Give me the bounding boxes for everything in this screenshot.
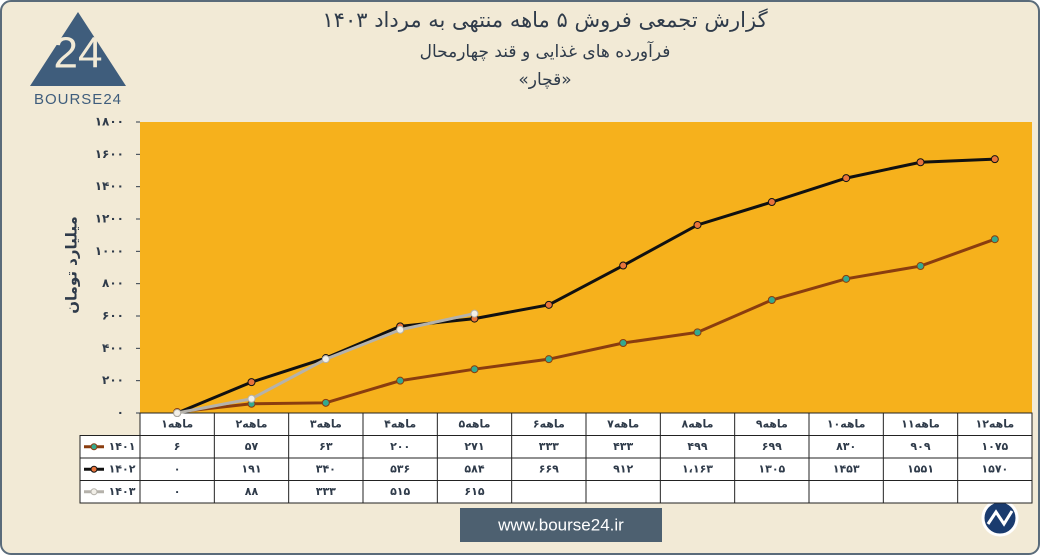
point [693,220,702,229]
point [767,198,776,207]
point [767,295,776,304]
y-tick-label: ۰ [117,406,124,420]
table-value: ۹۰۹ [910,440,930,453]
table-value: ۴۳۳ [613,440,633,453]
point [173,409,182,417]
point [842,274,851,283]
table-value: ۵۸۴ [464,462,484,475]
point [396,376,405,385]
annotation: «قچار» [518,70,571,90]
x-tick-label: ۴ماهه [384,417,416,430]
y-tick-label: ۱۸۰۰ [95,115,124,129]
x-tick-label: ۱۱ماهه [901,417,940,430]
y-tick-label: ۱۴۰۰ [95,179,124,193]
legend-marker [90,465,98,473]
table-value: ۱،۱۶۳ [682,462,713,475]
series-line [176,157,995,415]
point [544,300,553,309]
y-tick-label: ۴۰۰ [102,341,124,355]
point [619,338,628,347]
table-value: ۶۶۹ [539,462,559,475]
x-tick-label: ۶ماهه [533,417,565,430]
point [544,355,553,364]
table-value: ۱۹۱ [241,462,261,475]
point [247,378,256,387]
legend-label: ۱۴۰۲ [109,462,136,475]
table-value: ۱۴۵۳ [833,462,860,475]
x-tick-label: ۱۲ماهه [975,417,1014,430]
table-value: ۲۷۱ [464,440,484,453]
table-value: ۶۹۹ [762,440,782,453]
x-tick-label: ۲ماهه [236,417,268,430]
table-value: ۰ [174,462,181,475]
table-value: ۳۳۳ [316,485,336,498]
icon-line [986,509,1014,527]
point [321,398,330,407]
legend-marker [90,488,98,496]
point [693,328,702,337]
point [619,261,628,270]
table-value: ۵۳۶ [390,462,410,475]
footer-box [460,508,662,542]
table-value: ۱۵۵۱ [907,462,934,475]
legend-label: ۱۴۰۱ [109,440,136,453]
legend-label: ۱۴۰۳ [109,485,136,498]
series-line [177,237,996,414]
table-value: ۶۳ [319,440,333,453]
x-tick-label: ۳ماهه [310,417,342,430]
chart-subtitle: فرآورده های غذایی و قند چهارمحال [420,40,671,62]
table-value: ۱۰۷۵ [981,440,1008,453]
y-tick-label: ۶۰۰ [102,309,124,323]
x-tick-label: ۱ماهه [161,417,193,430]
x-tick-label: ۷ماهه [607,417,639,430]
table-value: ۱۳۰۵ [758,462,785,475]
y-tick-label: ۱۰۰۰ [95,244,124,258]
point [396,325,405,334]
y-tick-label: ۲۰۰ [102,373,124,387]
point [990,155,999,164]
point [470,309,479,318]
table-value: ۹۱۲ [613,462,633,475]
chart-title: گزارش تجمعی فروش ۵ ماهه منتهی به مرداد ۱… [322,8,767,32]
x-tick-label: ۸ماهه [682,417,714,430]
table-value: ۴۹۹ [687,440,707,453]
table-value: ۰ [174,485,181,498]
y-tick-label: ۱۶۰۰ [95,147,124,161]
logo-text: BOURSE24 [34,91,122,108]
table-value: ۸۸ [245,485,259,498]
point [247,394,256,403]
point [916,262,925,271]
table-value: ۳۴۰ [316,462,336,475]
x-tick-label: ۵ماهه [459,417,491,430]
point [470,365,479,374]
point [990,235,999,244]
point [321,355,330,364]
footer: www.bourse24.ir [497,515,624,534]
y-tick-label: ۸۰۰ [102,276,124,290]
table-value: ۵۷ [245,440,259,453]
table-value: ۶۱۵ [464,485,484,498]
x-tick-label: ۱۰ماهه [827,417,866,430]
table-value: ۶ [174,440,181,453]
y-axis-label: میلیارد تومان [63,216,81,314]
legend-marker [90,443,98,451]
y-tick-label: ۱۲۰۰ [95,212,124,226]
point [842,174,851,183]
x-tick-label: ۹ماهه [756,417,788,430]
table-value: ۳۳۳ [539,440,559,453]
logo-number: 24 [54,29,103,78]
table-value: ۸۳۰ [836,440,856,453]
logo-shape [30,12,126,86]
table-value: ۵۱۵ [390,485,410,498]
table-value: ۱۵۷۰ [981,462,1008,475]
point [916,158,925,167]
table-value: ۲۰۰ [390,440,410,453]
